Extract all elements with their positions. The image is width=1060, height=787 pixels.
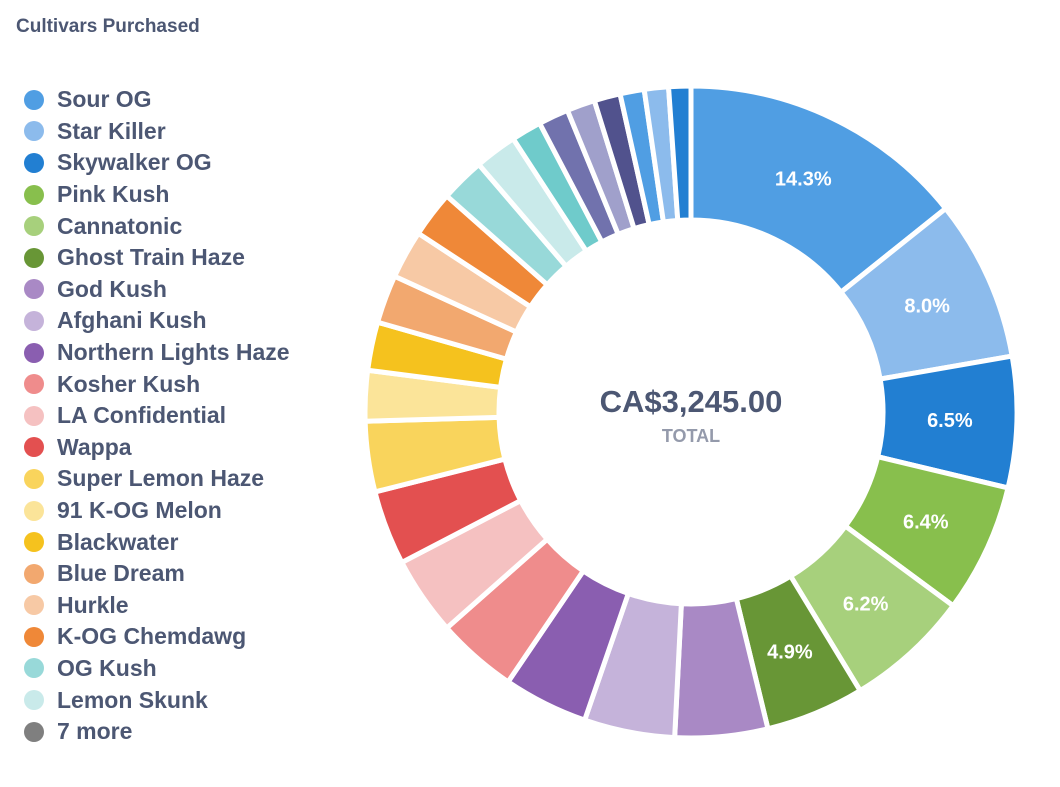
legend-swatch xyxy=(24,121,44,142)
legend-item[interactable]: Wappa xyxy=(24,432,354,464)
legend-item[interactable]: Sour OG xyxy=(24,84,354,116)
legend-swatch xyxy=(24,721,44,742)
legend-item[interactable]: 91 K-OG Melon xyxy=(24,495,354,527)
legend-label: Cannatonic xyxy=(57,212,183,239)
legend-label: 91 K-OG Melon xyxy=(57,497,222,524)
donut-slice-labels: 14.3% 8.0% 6.5% 6.4% 6.2% 4.9% xyxy=(767,169,973,664)
legend-swatch xyxy=(24,152,44,173)
legend-swatch xyxy=(24,532,44,553)
legend-swatch xyxy=(24,500,44,521)
legend-swatch xyxy=(24,247,44,268)
legend-swatch xyxy=(24,342,44,363)
legend-label: Blue Dream xyxy=(57,560,185,587)
donut-slice-label: 6.5% xyxy=(927,410,973,432)
donut-slice-label: 14.3% xyxy=(775,169,832,191)
legend-item[interactable]: Afghani Kush xyxy=(24,305,354,337)
legend-item[interactable]: Kosher Kush xyxy=(24,368,354,400)
chart-title: Cultivars Purchased xyxy=(16,16,200,37)
legend-swatch xyxy=(24,563,44,584)
legend-label: Sour OG xyxy=(57,86,152,113)
donut-total-caption: TOTAL xyxy=(662,426,720,446)
legend-label: Afghani Kush xyxy=(57,307,207,334)
legend-swatch xyxy=(24,184,44,205)
legend-label: Kosher Kush xyxy=(57,370,201,397)
donut-slice[interactable] xyxy=(688,83,949,295)
legend-swatch xyxy=(24,437,44,458)
legend-swatch xyxy=(24,405,44,426)
legend-label: Ghost Train Haze xyxy=(57,244,245,271)
legend-label: OG Kush xyxy=(57,654,157,681)
legend-item[interactable]: LA Confidential xyxy=(24,400,354,432)
donut-chart: 14.3% 8.0% 6.5% 6.4% 6.2% 4.9% CA$3,245.00 TO… xyxy=(362,83,1020,741)
donut-slice-label: 8.0% xyxy=(904,296,950,318)
legend-item[interactable]: Blue Dream xyxy=(24,558,354,590)
donut-slice-label: 6.4% xyxy=(903,511,949,533)
legend-label: Northern Lights Haze xyxy=(57,339,290,366)
legend-swatch xyxy=(24,690,44,711)
legend-item[interactable]: Lemon Skunk xyxy=(24,684,354,716)
donut-slice[interactable] xyxy=(666,83,694,223)
legend-item[interactable]: Ghost Train Haze xyxy=(24,242,354,274)
legend-swatch xyxy=(24,310,44,331)
legend-swatch xyxy=(24,626,44,647)
legend-label: 7 more xyxy=(57,718,133,745)
legend-swatch xyxy=(24,595,44,616)
legend-item[interactable]: Blackwater xyxy=(24,526,354,558)
legend-item[interactable]: OG Kush xyxy=(24,653,354,685)
chart-legend: Sour OG Star Killer Skywalker OG Pink Kush C… xyxy=(24,84,354,747)
legend-swatch xyxy=(24,216,44,237)
legend-label: Super Lemon Haze xyxy=(57,465,265,492)
legend-item[interactable]: Super Lemon Haze xyxy=(24,463,354,495)
legend-swatch xyxy=(24,374,44,395)
legend-item[interactable]: Hurkle xyxy=(24,590,354,622)
legend-item[interactable]: God Kush xyxy=(24,274,354,306)
legend-swatch xyxy=(24,468,44,489)
donut-total-value: CA$3,245.00 xyxy=(600,384,783,419)
legend-label: Pink Kush xyxy=(57,181,170,208)
legend-label: Hurkle xyxy=(57,591,129,618)
legend-item[interactable]: Northern Lights Haze xyxy=(24,337,354,369)
legend-label: Lemon Skunk xyxy=(57,686,208,713)
legend-swatch xyxy=(24,279,44,300)
legend-item[interactable]: 7 more xyxy=(24,716,354,748)
donut-slices xyxy=(362,83,1020,741)
legend-item[interactable]: Star Killer xyxy=(24,116,354,148)
legend-label: Blackwater xyxy=(57,528,179,555)
legend-item[interactable]: K-OG Chemdawg xyxy=(24,621,354,653)
legend-label: Star Killer xyxy=(57,117,166,144)
legend-label: LA Confidential xyxy=(57,402,227,429)
legend-item[interactable]: Cannatonic xyxy=(24,210,354,242)
donut-slice-label: 4.9% xyxy=(767,641,813,663)
legend-item[interactable]: Pink Kush xyxy=(24,179,354,211)
legend-label: K-OG Chemdawg xyxy=(57,623,247,650)
legend-label: Skywalker OG xyxy=(57,149,212,176)
legend-swatch xyxy=(24,89,44,110)
legend-label: God Kush xyxy=(57,275,167,302)
legend-item[interactable]: Skywalker OG xyxy=(24,147,354,179)
legend-label: Wappa xyxy=(57,433,132,460)
donut-slice-label: 6.2% xyxy=(843,593,889,615)
legend-swatch xyxy=(24,658,44,679)
